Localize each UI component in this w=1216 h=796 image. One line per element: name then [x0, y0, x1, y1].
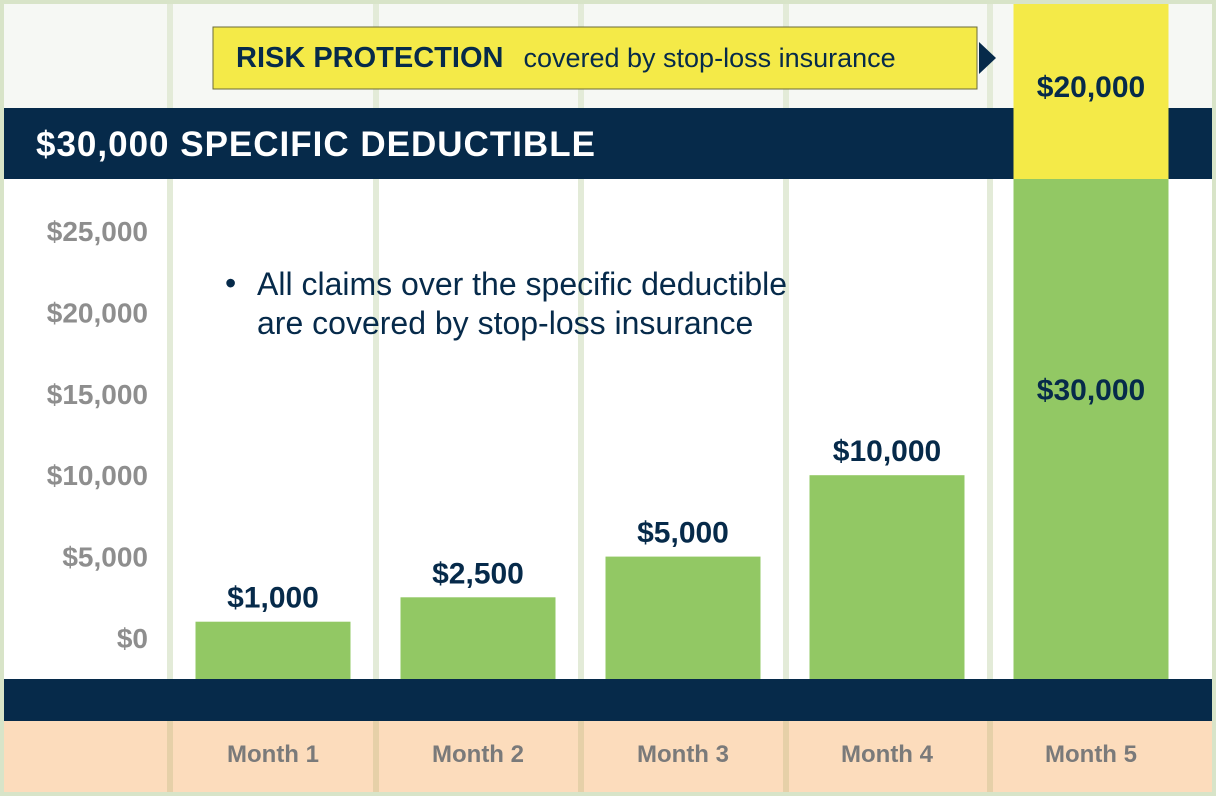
bar [1013, 179, 1169, 679]
month-dividers [167, 721, 993, 792]
bar-value-label: $10,000 [833, 435, 941, 468]
y-tick-label: $15,000 [47, 379, 148, 410]
stoploss-value-label: $20,000 [1037, 71, 1145, 104]
x-axis: Month 1 Month 2 Month 3 Month 4 Month 5 [227, 741, 1137, 768]
month-divider [783, 721, 789, 792]
x-tick-label: Month 1 [227, 741, 319, 768]
bar-value-label: $1,000 [227, 582, 319, 615]
month-divider [578, 721, 584, 792]
month-divider [987, 721, 993, 792]
x-tick-label: Month 5 [1045, 741, 1137, 768]
y-tick-label: $0 [117, 623, 148, 654]
y-tick-label: $10,000 [47, 460, 148, 491]
bar-value-label: $2,500 [432, 557, 524, 590]
bar [400, 597, 556, 679]
month-divider [167, 721, 173, 792]
y-tick-label: $5,000 [62, 542, 148, 573]
x-tick-label: Month 3 [637, 741, 729, 768]
risk-protection-callout: RISK PROTECTION covered by stop-loss ins… [212, 26, 996, 90]
risk-protection-arrow [979, 42, 996, 74]
annotation-bullet: • [225, 265, 236, 301]
annotation: • All claims over the specific deductibl… [225, 265, 787, 341]
deductible-label: $30,000 SPECIFIC DEDUCTIBLE [36, 125, 596, 164]
bar [195, 621, 351, 679]
y-tick-label: $20,000 [47, 297, 148, 328]
x-tick-label: Month 4 [841, 741, 934, 768]
bar [809, 475, 965, 679]
svg-text:RISK PROTECTION covere: RISK PROTECTION covered by stop-loss ins… [236, 42, 896, 74]
annotation-line-2: are covered by stop-loss insurance [257, 305, 753, 341]
grid-line [373, 4, 379, 680]
deductible-band [4, 108, 1212, 179]
risk-protection-box [212, 26, 978, 90]
bar [605, 556, 761, 679]
bar-value-label: $5,000 [637, 517, 729, 550]
month-row [4, 721, 1212, 792]
bar-value-labels: $1,000 $2,500 $5,000 $10,000 $30,000 $20,000 [227, 71, 1145, 615]
grid-line [783, 4, 789, 680]
grid-line [578, 4, 584, 680]
grid-line [987, 4, 993, 680]
grid-line [167, 4, 173, 680]
y-axis: $0 $5,000 $10,000 $15,000 $20,000 $25,000 [47, 216, 148, 654]
bar-value-label: $30,000 [1037, 374, 1145, 407]
risk-protection-text: covered by stop-loss insurance [523, 43, 895, 73]
x-tick-label: Month 2 [432, 741, 524, 768]
y-tick-label: $25,000 [47, 216, 148, 247]
bars [195, 179, 1169, 679]
month-divider [373, 721, 379, 792]
grid-lines [167, 4, 993, 680]
annotation-line-1: All claims over the specific deductible [257, 266, 787, 302]
risk-protection-title: RISK PROTECTION [236, 42, 503, 74]
stoploss-bar [1013, 4, 1169, 179]
baseline-band [4, 679, 1212, 721]
